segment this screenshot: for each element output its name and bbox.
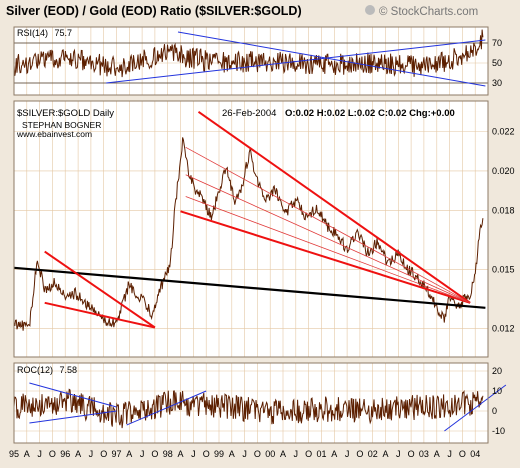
price-trendline-red (197, 110, 471, 304)
x-tick-label: A (331, 449, 337, 459)
x-tick-label: 97 (111, 449, 121, 459)
x-tick-label: 00 (265, 449, 275, 459)
price-trendline-thin-red (185, 174, 471, 304)
x-tick-label: 96 (60, 449, 70, 459)
x-tick-label: O (459, 449, 466, 459)
roc-trendline-blue (29, 382, 117, 408)
rsi-y-tick-label: 30 (492, 78, 502, 88)
watermark: © StockCharts.com (365, 5, 478, 18)
x-tick-label: O (100, 449, 107, 459)
roc-y-tick-label: -10 (492, 426, 505, 436)
roc-y-tick-label: 10 (492, 386, 502, 396)
x-tick-label: J (345, 449, 350, 459)
roc-value: 7.58 (60, 365, 78, 375)
price-trendline-red (180, 210, 471, 304)
x-tick-label: J (294, 449, 299, 459)
x-tick-label: A (126, 449, 132, 459)
price-trendline-red (44, 250, 156, 329)
x-tick-label: O (356, 449, 363, 459)
price-series-line (13, 137, 484, 331)
panel-frames (13, 26, 489, 444)
rsi-value: 75.7 (55, 28, 73, 38)
rsi-legend: RSI(14) 75.7 (17, 28, 72, 38)
x-tick-label: A (280, 449, 286, 459)
x-tick-label: O (203, 449, 210, 459)
rsi-label: RSI(14) (17, 28, 48, 38)
x-tick-label: A (382, 449, 388, 459)
price-y-tick-label: 0.012 (492, 323, 515, 333)
rsi-y-tick-label: 70 (492, 38, 502, 48)
author-name: STEPHAN BOGNER (22, 120, 101, 130)
x-tick-label: O (408, 449, 415, 459)
x-tick-label: O (151, 449, 158, 459)
price-trendline-thin-red (185, 146, 471, 304)
price-date: 26-Feb-2004 (222, 108, 276, 119)
price-symbol: $SILVER:$GOLD Daily (17, 108, 114, 119)
tick-labels: 3050700.0120.0150.0180.0200.022-10010209… (9, 38, 515, 459)
price-y-tick-label: 0.015 (492, 264, 515, 274)
rsi-y-tick-label: 50 (492, 58, 502, 68)
x-tick-label: 03 (419, 449, 429, 459)
x-tick-label: 01 (316, 449, 326, 459)
roc-legend: ROC(12) 7.58 (17, 365, 77, 375)
roc-y-tick-label: 20 (492, 366, 502, 376)
x-tick-label: O (305, 449, 312, 459)
rsi-series-line (13, 29, 484, 78)
x-tick-label: A (177, 449, 183, 459)
x-tick-label: J (37, 449, 42, 459)
x-tick-label: A (229, 449, 235, 459)
x-tick-label: J (447, 449, 452, 459)
roc-y-tick-label: 0 (492, 406, 497, 416)
x-tick-label: J (396, 449, 401, 459)
rsi-trendline-blue (106, 39, 486, 84)
price-trendline-red (44, 301, 156, 329)
x-tick-label: A (24, 449, 30, 459)
roc-trendline-blue (444, 384, 507, 432)
price-y-tick-label: 0.022 (492, 127, 515, 137)
x-tick-label: J (191, 449, 196, 459)
x-tick-label: 02 (368, 449, 378, 459)
x-tick-label: J (140, 449, 145, 459)
price-trendline-black (13, 266, 486, 309)
roc-trendline-blue (29, 410, 117, 424)
x-tick-label: A (75, 449, 81, 459)
x-tick-label: O (254, 449, 261, 459)
x-tick-label: 04 (470, 449, 480, 459)
price-y-tick-label: 0.018 (492, 205, 515, 215)
x-tick-label: 99 (214, 449, 224, 459)
trendline-layer (13, 31, 507, 432)
price-trendline-thin-red (185, 196, 471, 304)
grid-layer (13, 27, 488, 443)
roc-label: ROC(12) (17, 365, 53, 375)
roc-trendline-blue (126, 390, 207, 426)
author-website: www.ebainvest.com (16, 129, 92, 139)
x-tick-label: 98 (163, 449, 173, 459)
price-header: 26-Feb-2004 O:0.02 H:0.02 L:0.02 C:0.02 … (222, 108, 455, 119)
chart-title: Silver (EOD) / Gold (EOD) Ratio ($SILVER… (6, 4, 302, 18)
price-panel (14, 101, 488, 357)
rsi-trendline-blue (177, 31, 486, 87)
x-tick-label: A (434, 449, 440, 459)
watermark-text: © StockCharts.com (379, 6, 478, 18)
price-ohlc: O:0.02 H:0.02 L:0.02 C:0.02 Chg:+0.00 (285, 108, 455, 119)
price-y-tick-label: 0.020 (492, 166, 515, 176)
x-tick-label: O (49, 449, 56, 459)
x-tick-label: J (89, 449, 94, 459)
x-tick-label: J (242, 449, 247, 459)
x-tick-label: 95 (9, 449, 19, 459)
